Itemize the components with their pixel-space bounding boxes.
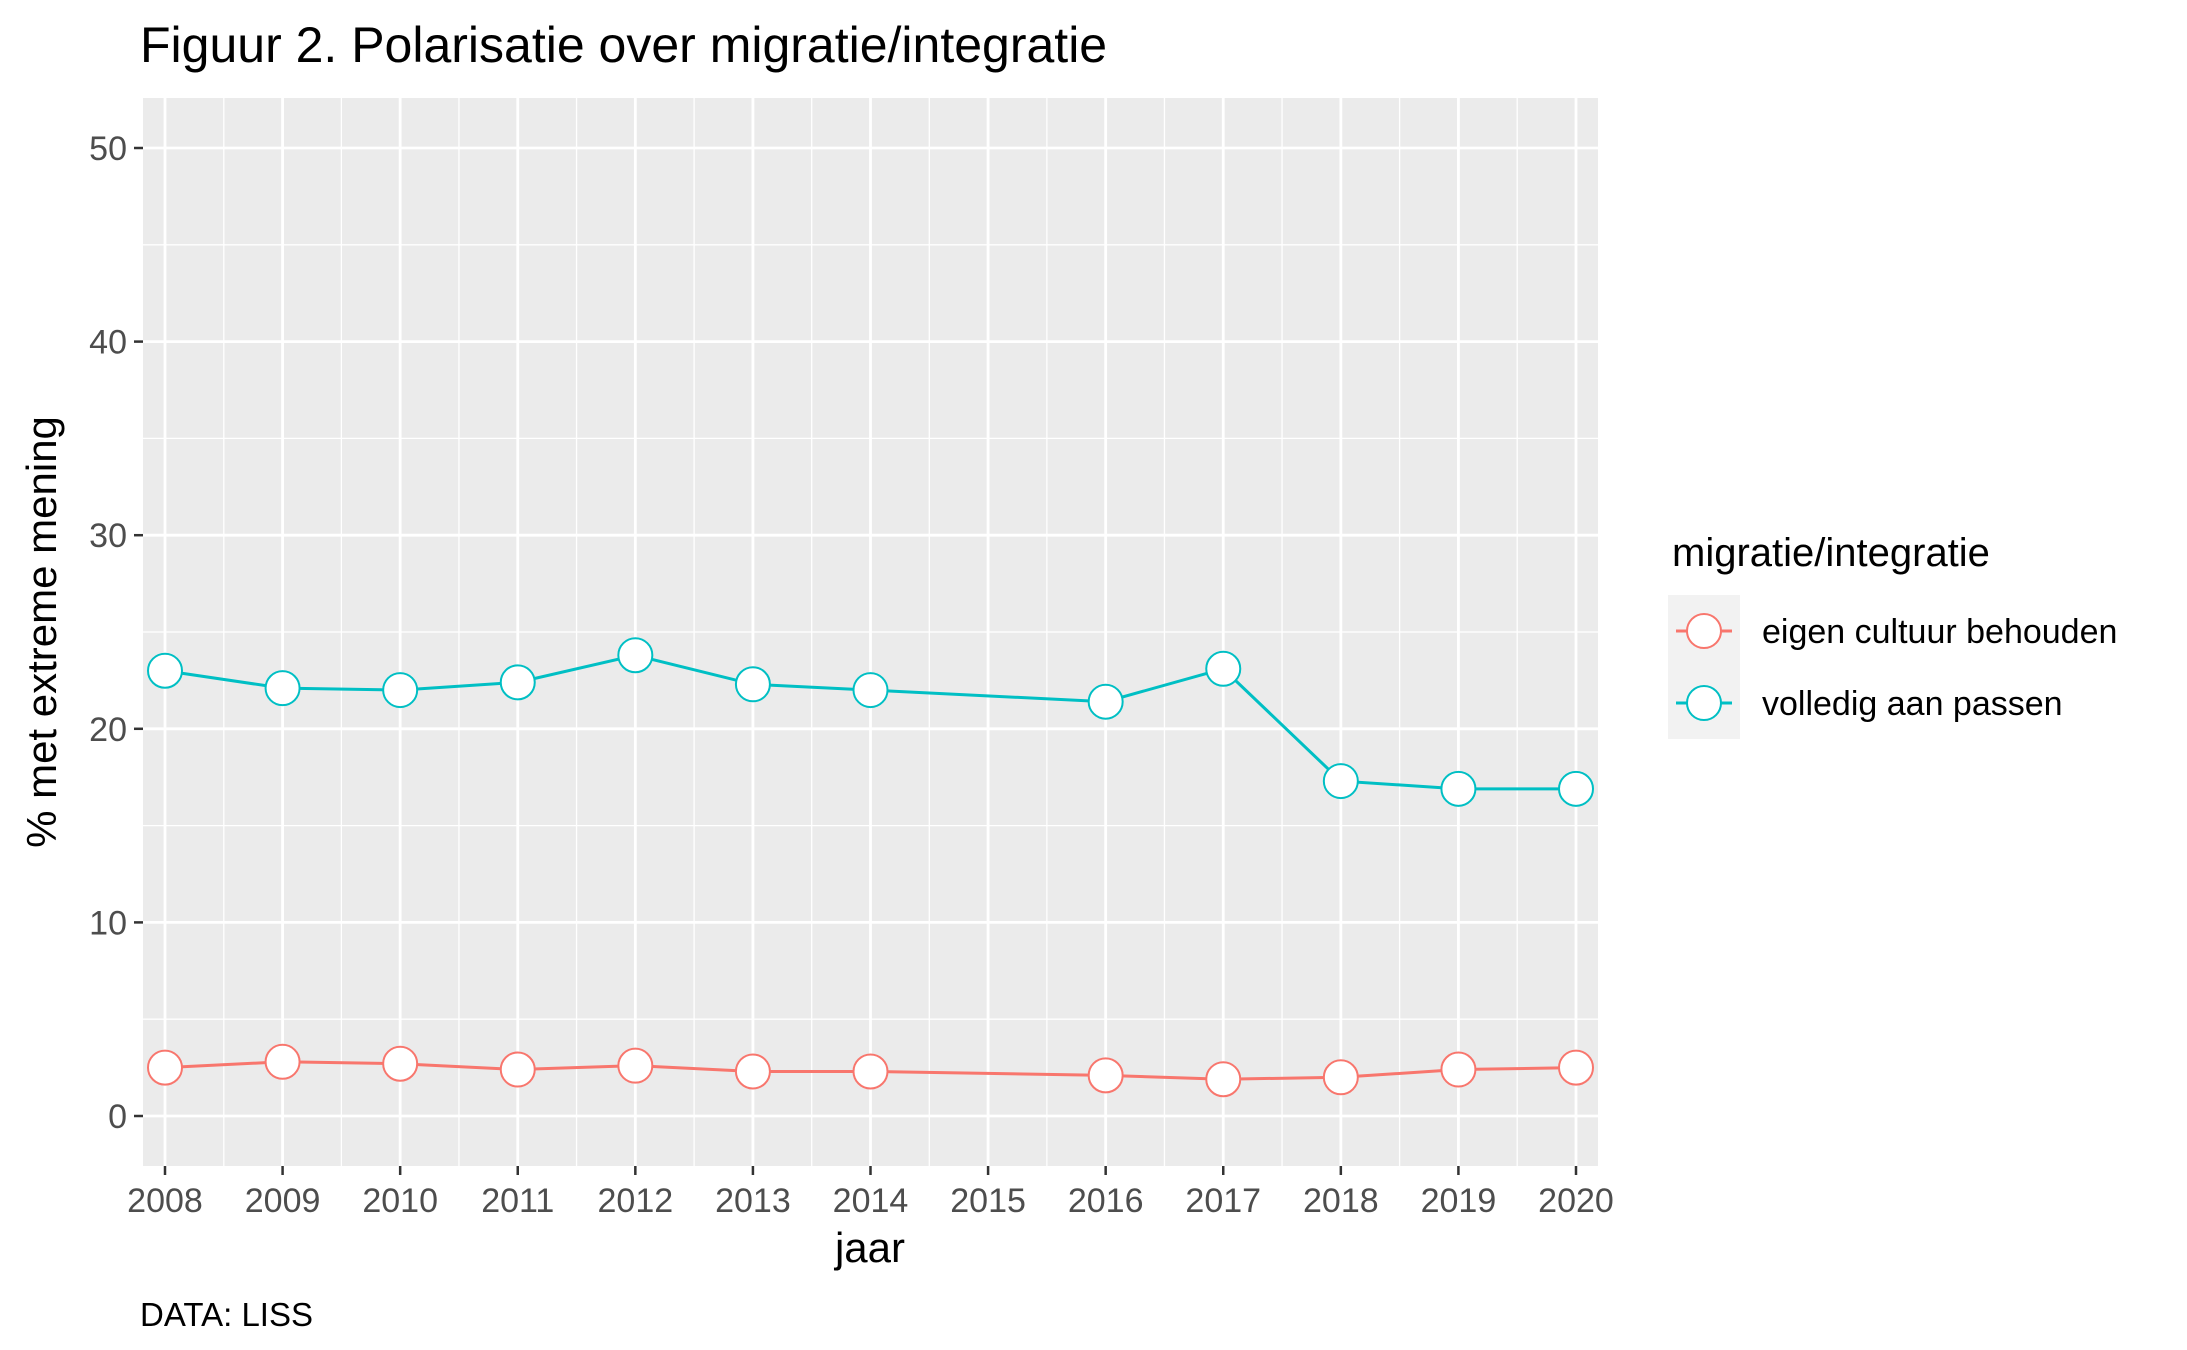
x-tick-label: 2020	[1538, 1182, 1614, 1220]
chart-title: Figuur 2. Polarisatie over migratie/inte…	[140, 17, 1107, 73]
data-point	[617, 637, 654, 674]
data-point	[1205, 650, 1242, 687]
x-tick-label: 2018	[1303, 1182, 1379, 1220]
y-tick-label: 50	[89, 130, 127, 168]
legend-title: migratie/integratie	[1672, 531, 1990, 575]
x-tick-label: 2014	[833, 1182, 909, 1220]
data-point	[499, 1051, 536, 1088]
data-point	[1087, 683, 1124, 720]
chart-caption: DATA: LISS	[140, 1296, 313, 1333]
data-point	[499, 664, 536, 701]
x-tick-label: 2008	[127, 1182, 203, 1220]
data-point	[1558, 1049, 1594, 1086]
legend-key-marker	[1686, 685, 1722, 721]
data-point	[1087, 1057, 1124, 1094]
data-point	[382, 672, 419, 709]
data-point	[734, 1053, 771, 1090]
x-tick-label: 2016	[1068, 1182, 1144, 1220]
data-point	[852, 672, 889, 709]
x-tick-label: 2017	[1185, 1182, 1261, 1220]
legend-key-marker	[1686, 613, 1722, 649]
data-point	[1205, 1061, 1242, 1098]
data-point	[264, 1043, 301, 1080]
y-tick-label: 20	[89, 711, 127, 749]
data-point	[264, 670, 301, 707]
x-tick-label: 2010	[362, 1182, 438, 1220]
series-line	[164, 1060, 1577, 1081]
major-gridlines	[143, 98, 1598, 1166]
data-point	[852, 1053, 889, 1090]
y-tick-label: 40	[89, 324, 127, 362]
y-axis: 0 10 20 30 40 50	[89, 130, 143, 1136]
series-layer	[147, 637, 1594, 1098]
x-axis-title: jaar	[833, 1224, 905, 1271]
x-tick-label: 2013	[715, 1182, 791, 1220]
legend-item: eigen cultuur behouden	[1676, 613, 2117, 651]
legend-label: eigen cultuur behouden	[1762, 613, 2117, 651]
data-point	[1322, 763, 1359, 800]
y-tick-label: 10	[89, 904, 127, 942]
x-tick-label: 2011	[481, 1182, 554, 1220]
data-point	[1322, 1059, 1359, 1096]
series-1	[147, 1043, 1594, 1098]
series-line	[164, 653, 1576, 791]
data-point	[734, 666, 771, 703]
data-point	[1440, 1051, 1477, 1088]
series-2	[147, 637, 1594, 807]
x-tick-label: 2009	[245, 1182, 321, 1220]
x-tick-label: 2019	[1421, 1182, 1497, 1220]
y-tick-label: 0	[108, 1098, 127, 1136]
x-tick-label: 2012	[598, 1182, 674, 1220]
legend-item: volledig aan passen	[1676, 685, 2063, 723]
data-point	[382, 1045, 419, 1082]
data-point	[1558, 770, 1594, 807]
x-tick-label: 2015	[950, 1182, 1026, 1220]
legend-label: volledig aan passen	[1762, 685, 2063, 723]
data-point	[1440, 770, 1477, 807]
y-axis-title: % met extreme mening	[18, 416, 65, 848]
data-point	[147, 652, 183, 689]
y-tick-label: 30	[89, 517, 127, 555]
legend: migratie/integratie eigen cultuur behoud…	[1668, 531, 2117, 739]
data-point	[147, 1049, 183, 1086]
x-axis: 2008 2009 2010 2011 2012 2013 2014 2015 2016 2017…	[127, 1166, 1614, 1220]
data-point	[617, 1047, 654, 1084]
